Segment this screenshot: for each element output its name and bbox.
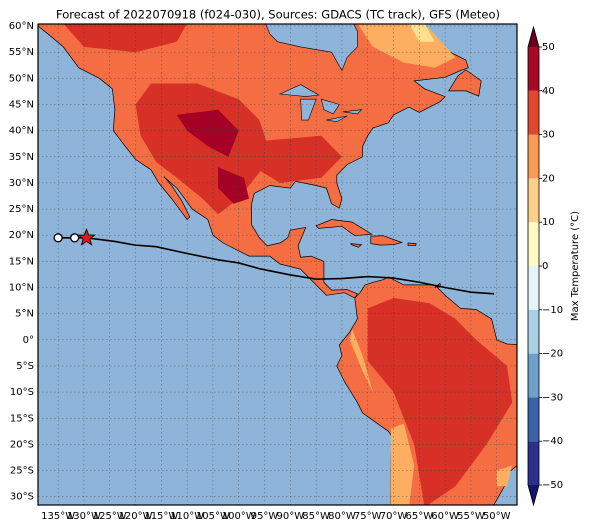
colorbar-segment [528, 90, 539, 135]
lon-label: 120°W [119, 511, 153, 522]
colorbar-tick-label: −40 [542, 436, 563, 447]
hot-region [63, 24, 187, 53]
very-hot-region [218, 167, 249, 204]
lat-label: 30°N [9, 178, 34, 189]
storm-position [77, 228, 96, 246]
lat-label: 15°N [9, 256, 34, 267]
axis-labels: 60°N 55°N 50°N 45°N 40°N 35°N 30°N 25°N 20°N 15°N… [9, 21, 511, 522]
lon-label: 135°W [41, 511, 75, 522]
lat-label: 10°S [10, 387, 34, 398]
lon-label: 100°W [222, 511, 256, 522]
colorbar-under [528, 485, 539, 505]
lon-label: 105°W [196, 511, 230, 522]
lon-label: 65°W [406, 511, 434, 522]
colorbar-tick-label: −50 [542, 480, 563, 491]
storm-track [53, 228, 495, 295]
colorbar-tick-label: 50 [542, 42, 555, 53]
land-layer [38, 24, 517, 505]
lake [342, 109, 363, 115]
cool-region [496, 465, 513, 487]
colorbar-segment [528, 134, 539, 179]
colorbar-segment [528, 397, 539, 442]
lon-label: 70°W [380, 511, 408, 522]
lon-label: 75°W [354, 511, 382, 522]
lat-label: 40°N [9, 126, 34, 137]
lake [278, 84, 320, 97]
colorbar-tick-label: 30 [542, 130, 555, 141]
lat-label: 35°N [9, 152, 34, 163]
lat-label: 25°N [9, 204, 34, 215]
lat-label: 0° [23, 335, 34, 346]
lat-label: 5°N [15, 309, 34, 320]
mild-region [409, 24, 435, 42]
lake [320, 98, 340, 115]
cool-highland [349, 329, 384, 413]
lat-label: 20°N [9, 230, 34, 241]
colorbar-segment [528, 222, 539, 266]
lake [300, 98, 317, 121]
lon-label: 80°W [328, 511, 356, 522]
lon-label: 85°W [302, 511, 330, 522]
very-hot-region [176, 109, 239, 157]
lat-label: 25°S [10, 466, 34, 477]
colorbar-tick-label: −20 [542, 349, 563, 360]
track-line [86, 237, 495, 295]
lat-label: 20°S [10, 439, 34, 450]
colorbar: −50 −40 −30 −20 −10 0 10 20 30 40 50 [527, 25, 563, 507]
lat-label: 15°S [10, 413, 34, 424]
map-frame [37, 23, 518, 506]
map-title: Forecast of 2022070918 (f024-030), Sourc… [56, 8, 500, 22]
colorbar-tick-label: 20 [542, 173, 555, 184]
colorbar-tick-label: 0 [542, 261, 548, 272]
track-point [69, 233, 80, 243]
lon-label: 130°W [67, 511, 101, 522]
lon-label: 55°W [457, 511, 485, 522]
lon-label: 115°W [144, 511, 178, 522]
lake [265, 24, 358, 72]
graticule [38, 24, 517, 505]
colorbar-segment [528, 178, 539, 223]
lat-label: 50°N [9, 73, 34, 84]
colorbar-segment [528, 47, 539, 91]
colorbar-segment [528, 353, 539, 398]
colorbar-tick-label: 40 [542, 86, 555, 97]
colorbar-over [528, 27, 539, 47]
lon-label: 125°W [93, 511, 127, 522]
colorbar-segment [528, 309, 539, 354]
lon-label: 95°W [251, 511, 279, 522]
lon-label: 60°W [431, 511, 459, 522]
hot-region [254, 135, 342, 183]
lat-label: 5°S [16, 361, 34, 372]
colorbar-segment [528, 266, 539, 310]
colorbar-segment [528, 441, 539, 485]
colorbar-tick-label: 10 [542, 217, 555, 228]
lon-label: 110°W [170, 511, 204, 522]
lon-label: 50°W [483, 511, 511, 522]
hot-region [367, 298, 513, 505]
colorbar-label: Max Temperature (°C) [570, 211, 581, 321]
lat-label: 30°S [10, 492, 34, 503]
track-point [53, 233, 63, 243]
colorbar-tick-label: −10 [542, 305, 563, 316]
lat-label: 55°N [9, 47, 34, 58]
cool-highland [390, 423, 415, 505]
lon-label: 90°W [277, 511, 305, 522]
colorbar-tick-label: −30 [542, 392, 563, 403]
lat-label: 10°N [9, 283, 34, 294]
lat-label: 45°N [9, 99, 34, 110]
lat-label: 60°N [9, 21, 34, 32]
